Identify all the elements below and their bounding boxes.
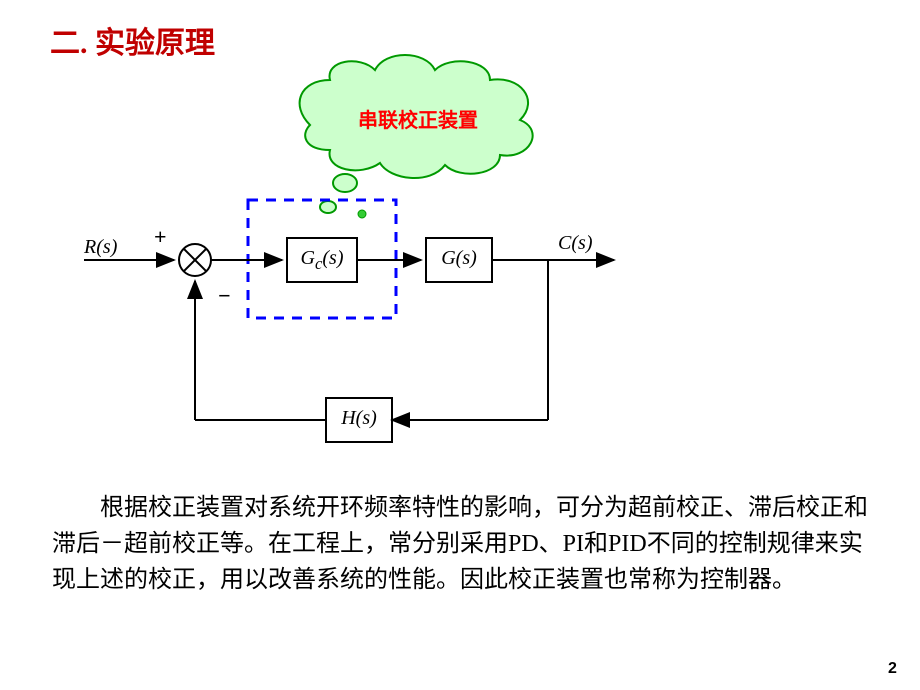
input-label: R(s) xyxy=(84,236,117,259)
page-number: 2 xyxy=(888,660,897,678)
body-paragraph: 根据校正装置对系统开环频率特性的影响，可分为超前校正、滞后校正和滞后－超前校正等… xyxy=(52,490,872,598)
output-label: C(s) xyxy=(558,232,592,255)
block-gc-label: Gc(s) xyxy=(287,247,357,274)
minus-sign: − xyxy=(218,283,231,309)
block-g-label: G(s) xyxy=(426,247,492,270)
block-h-label: H(s) xyxy=(326,407,392,430)
plus-sign: + xyxy=(154,224,167,250)
